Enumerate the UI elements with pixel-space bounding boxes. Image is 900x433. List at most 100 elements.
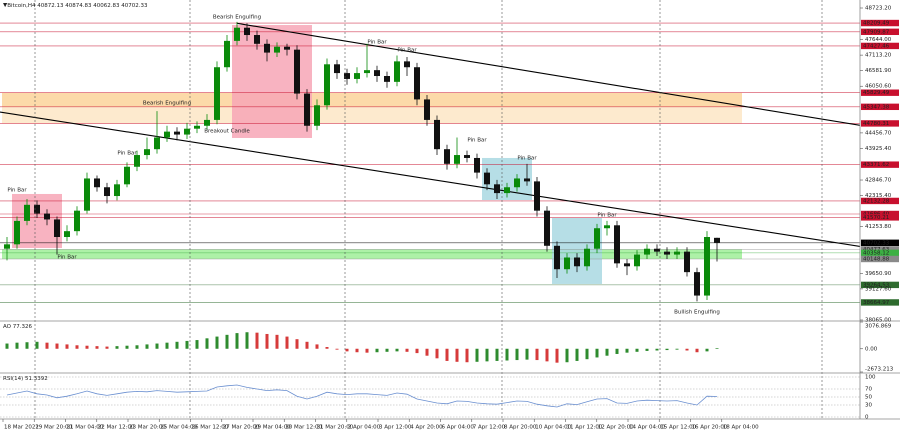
symbol: Bitcoin,H4 xyxy=(7,3,36,9)
rsi-name: RSI(14) xyxy=(3,376,23,382)
y-tick-label: 47113.20 xyxy=(865,53,892,59)
y-tick-label: 42846.70 xyxy=(865,178,892,184)
candle-body xyxy=(384,76,390,82)
zone xyxy=(2,249,742,259)
ao-bar xyxy=(415,348,419,354)
candle-body xyxy=(404,61,410,68)
candle-body xyxy=(704,237,710,296)
level-label-box xyxy=(861,120,899,127)
candle-body xyxy=(134,155,140,167)
zone xyxy=(552,217,602,284)
level-label: 40702.33 xyxy=(863,240,890,246)
candle-body xyxy=(64,231,70,238)
annotation: Pin Bar xyxy=(367,40,387,46)
x-tick-label: 2 Apr 04:00 xyxy=(348,425,381,431)
x-tick-label: 3 Apr 12:00 xyxy=(379,425,412,431)
ao-bar xyxy=(695,348,699,353)
ao-bar xyxy=(255,332,259,349)
ao-bar xyxy=(525,348,529,360)
level-label: 47909.87 xyxy=(863,29,890,35)
candle-body xyxy=(424,99,430,120)
candle-body xyxy=(174,131,180,135)
candle-body xyxy=(114,184,120,197)
ao-bar xyxy=(155,343,159,349)
level-label-box xyxy=(861,197,899,205)
ao-bar xyxy=(385,348,389,352)
rsi-tick-label: 30 xyxy=(865,403,872,409)
ao-bar xyxy=(655,348,659,351)
ao-bar xyxy=(45,342,49,349)
x-tick-label: 11 Apr 12:00 xyxy=(567,425,603,431)
candle-body xyxy=(654,248,660,252)
level-label: 38664.97 xyxy=(863,300,890,306)
level-label-box xyxy=(861,19,899,27)
header-open: 40872.13 xyxy=(37,3,64,9)
annotation: Bearish Engulfing xyxy=(143,100,191,106)
zone xyxy=(2,106,742,124)
candle-body xyxy=(474,157,480,173)
y-tick-label: 46050.60 xyxy=(865,84,892,90)
ao-bar xyxy=(305,341,309,349)
candle-body xyxy=(624,263,630,267)
candle-body xyxy=(454,155,460,164)
y-tick-label: 48723.20 xyxy=(865,6,892,12)
ao-bar xyxy=(715,348,719,349)
x-tick-label: 18 Apr 04:00 xyxy=(723,425,759,431)
header-close: 40702.33 xyxy=(121,3,148,9)
ao-name: AO xyxy=(3,324,12,330)
ao-bar xyxy=(705,348,709,352)
ao-bar xyxy=(105,346,109,349)
ao-bar xyxy=(475,348,479,362)
ao-bar xyxy=(205,338,209,349)
candle-body xyxy=(554,245,560,270)
y-tick-label: 44456.70 xyxy=(865,130,892,136)
level-label-box xyxy=(861,161,899,168)
candle-body xyxy=(614,225,620,264)
candle-body xyxy=(344,73,350,79)
candle-body xyxy=(294,49,300,94)
rsi-tick-label: 0 xyxy=(865,415,869,421)
level-label-box xyxy=(861,239,899,246)
header-high: 40874.83 xyxy=(65,3,92,9)
candle-body xyxy=(504,187,510,194)
candle-body xyxy=(364,70,370,74)
ao-bar xyxy=(25,342,29,349)
ao-bar xyxy=(235,333,239,349)
rsi-value: 51.3392 xyxy=(25,376,48,382)
candle-body xyxy=(94,178,100,188)
ao-bar xyxy=(175,341,179,349)
candle-body xyxy=(74,210,80,232)
ao-bar xyxy=(15,342,19,349)
candle-body xyxy=(494,184,500,194)
annotation: Bullish Engulfing xyxy=(674,309,720,315)
ao-bar xyxy=(605,348,609,356)
candle-body xyxy=(214,67,220,120)
x-tick-label: 10 Apr 04:00 xyxy=(535,425,571,431)
candle-body xyxy=(484,172,490,185)
y-tick-label: 38065.00 xyxy=(865,318,892,324)
candle-body xyxy=(634,254,640,267)
candle-body xyxy=(104,187,110,197)
candle-body xyxy=(534,181,540,211)
x-tick-label: 23 Mar 20:00 xyxy=(129,425,166,431)
x-tick-label: 25 Mar 04:00 xyxy=(160,425,197,431)
x-tick-label: 4 Apr 20:00 xyxy=(410,425,443,431)
level-label: 48209.49 xyxy=(863,21,890,27)
ao-bar xyxy=(505,348,509,361)
ao-bar xyxy=(315,344,319,349)
candle-body xyxy=(334,64,340,74)
level-label-box xyxy=(861,255,899,263)
ao-bar xyxy=(545,348,549,362)
level-label: 42132.28 xyxy=(863,198,890,204)
x-tick-label: 19 Mar 20:00 xyxy=(35,425,72,431)
x-tick-label: 22 Mar 12:00 xyxy=(98,425,135,431)
ao-bar xyxy=(485,348,489,362)
candle-body xyxy=(354,73,360,79)
ao-bar xyxy=(295,339,299,349)
ao-bar xyxy=(35,341,39,349)
ao-bar xyxy=(645,348,649,351)
ao-bar xyxy=(375,348,379,353)
ao-bar xyxy=(135,345,139,349)
level-label: 44780.31 xyxy=(863,121,889,127)
candle-body xyxy=(444,149,450,164)
